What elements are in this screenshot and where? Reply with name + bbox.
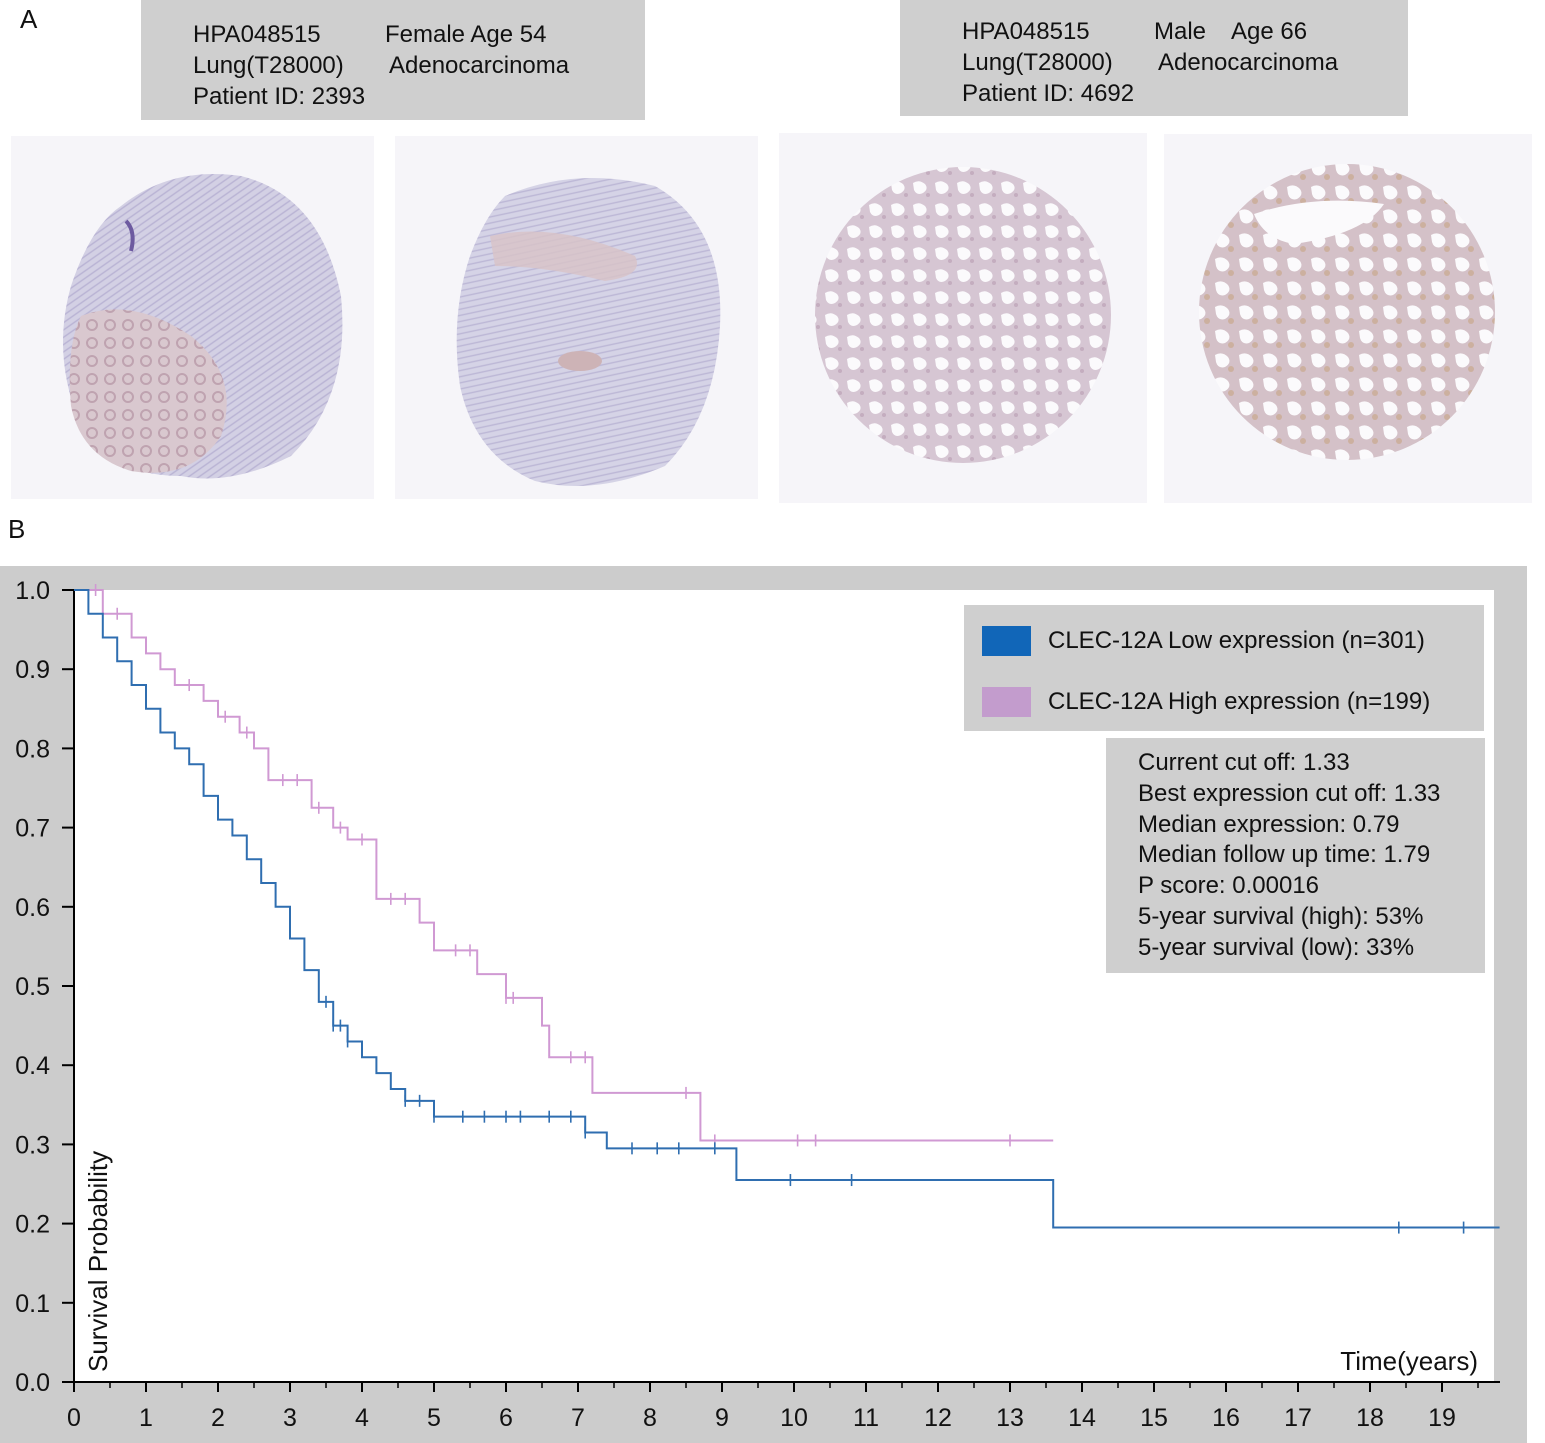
y-tick-label: 0.7	[15, 815, 50, 843]
tissue-code: Lung(T28000)	[193, 52, 344, 79]
tissue-image-4	[1164, 134, 1532, 503]
y-tick-label: 1.0	[15, 577, 50, 605]
y-tick-label: 0.2	[15, 1211, 50, 1239]
x-tick-label: 0	[67, 1404, 81, 1432]
stat-5yr-low: 5-year survival (low): 33%	[1138, 933, 1415, 961]
x-tick-label: 3	[283, 1404, 297, 1432]
x-tick-label: 16	[1212, 1404, 1240, 1432]
survival-curve	[74, 589, 1054, 1142]
x-tick-label: 4	[355, 1404, 369, 1432]
stat-median-expression: Median expression: 0.79	[1138, 810, 1400, 838]
x-tick-label: 9	[715, 1404, 729, 1432]
y-tick-label: 0.8	[15, 735, 50, 763]
x-tick-label: 15	[1140, 1404, 1168, 1432]
x-tick-label: 14	[1068, 1404, 1096, 1432]
legend: CLEC-12A Low expression (n=301) CLEC-12A…	[964, 605, 1484, 731]
x-tick-label: 19	[1428, 1404, 1456, 1432]
case-info-box-2: HPA048515 Male Age 66 Lung(T28000) Adenocar…	[900, 0, 1408, 116]
x-tick-label: 8	[643, 1404, 657, 1432]
age: Age 66	[1231, 18, 1308, 45]
sex: Male	[1154, 18, 1207, 45]
x-tick-label: 12	[924, 1404, 952, 1432]
patient-id: Patient ID: 4692	[962, 80, 1135, 107]
x-axis-label: Time(years)	[1340, 1346, 1478, 1376]
antibody-id: HPA048515	[193, 21, 321, 48]
x-tick-label: 5	[427, 1404, 441, 1432]
y-tick-label: 0.3	[15, 1131, 50, 1159]
x-tick-label: 13	[996, 1404, 1024, 1432]
y-tick-label: 0.6	[15, 894, 50, 922]
x-tick-label: 6	[499, 1404, 513, 1432]
series-high	[74, 584, 1054, 1147]
y-tick-label: 0.4	[15, 1052, 50, 1080]
stat-median-followup: Median follow up time: 1.79	[1138, 841, 1431, 869]
x-tick-label: 7	[571, 1404, 585, 1432]
stat-5yr-high: 5-year survival (high): 53%	[1138, 902, 1424, 930]
case-info-box-1: HPA048515 Female Age 54 Lung(T28000) Adeno…	[141, 0, 645, 120]
y-tick-label: 0.5	[15, 973, 50, 1001]
patient-id: Patient ID: 2393	[193, 83, 366, 110]
y-axis-label: Survival Probability	[83, 1151, 113, 1372]
x-tick-label: 1	[139, 1404, 153, 1432]
stat-current-cutoff: Current cut off: 1.33	[1138, 749, 1350, 776]
tissue-image-2	[395, 136, 758, 499]
x-tick-label: 11	[853, 1404, 879, 1432]
survival-chart: 0.0 0.1 0.2 0.3 0.4 0.5 0.6 0.7 0.8 0.9 1.0 0 1 2 3 4 5 6…	[0, 566, 1527, 1443]
antibody-id: HPA048515	[962, 18, 1090, 45]
series-low	[74, 589, 1500, 1234]
survival-curve	[74, 589, 1500, 1229]
x-tick-label: 2	[211, 1404, 225, 1432]
legend-swatch-high	[982, 687, 1031, 717]
x-tick-label: 10	[780, 1404, 808, 1432]
legend-swatch-low	[982, 626, 1031, 656]
x-tick-label: 18	[1356, 1404, 1384, 1432]
tissue-code: Lung(T28000)	[962, 49, 1113, 76]
diagnosis: Adenocarcinoma	[389, 52, 570, 79]
diagnosis: Adenocarcinoma	[1158, 49, 1339, 76]
y-tick-label: 0.9	[15, 656, 50, 684]
y-tick-label: 0.1	[15, 1290, 50, 1318]
tissue-image-1	[11, 136, 374, 499]
legend-label-high: CLEC-12A High expression (n=199)	[1048, 688, 1431, 715]
y-tick-label: 0.0	[15, 1369, 50, 1397]
stats-box: Current cut off: 1.33 Best expression cu…	[1106, 738, 1485, 973]
sex-age: Female Age 54	[385, 21, 547, 48]
x-tick-label: 17	[1284, 1404, 1312, 1432]
stat-best-cutoff: Best expression cut off: 1.33	[1138, 779, 1441, 807]
tissue-image-3	[779, 133, 1147, 503]
stat-p-score: P score: 0.00016	[1138, 872, 1320, 900]
legend-label-low: CLEC-12A Low expression (n=301)	[1048, 627, 1425, 654]
panel-label-b: B	[8, 514, 26, 544]
panel-label-a: A	[20, 4, 38, 34]
